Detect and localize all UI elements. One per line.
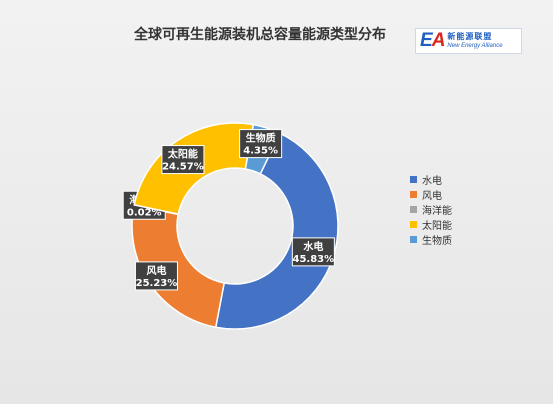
- data-label-value: 24.57%: [162, 162, 204, 173]
- legend-swatch: [410, 176, 417, 183]
- legend-item-太阳能: 太阳能: [410, 217, 452, 232]
- legend-item-海洋能: 海洋能: [410, 202, 452, 217]
- logo-en-text: New Energy Alliance: [447, 43, 503, 49]
- data-label-name: 生物质: [246, 132, 276, 145]
- data-label-name: 风电: [146, 264, 166, 277]
- legend-swatch: [410, 191, 417, 198]
- legend-label: 风电: [422, 191, 442, 202]
- data-label-name: 水电: [302, 240, 323, 253]
- legend-label: 水电: [422, 176, 442, 187]
- data-label-value: 25.23%: [136, 278, 178, 289]
- legend-swatch: [410, 236, 417, 243]
- legend-item-生物质: 生物质: [410, 232, 452, 247]
- legend-swatch: [410, 206, 417, 213]
- new-energy-alliance-logo: EA 新能源联盟 New Energy Alliance: [415, 28, 522, 54]
- chart-title: 全球可再生能源装机总容量能源类型分布: [134, 27, 386, 43]
- data-label-value: 4.35%: [243, 146, 278, 157]
- chart-legend: 水电风电海洋能太阳能生物质: [410, 172, 452, 247]
- legend-item-风电: 风电: [410, 187, 452, 202]
- data-label-value: 45.83%: [293, 254, 335, 265]
- data-label-value: 0.02%: [127, 207, 162, 218]
- legend-label: 生物质: [422, 236, 452, 247]
- slice-水电: [214, 132, 339, 330]
- legend-swatch: [410, 221, 417, 228]
- logo-mark-icon: EA: [420, 30, 445, 51]
- legend-item-水电: 水电: [410, 172, 452, 187]
- logo-cn-text: 新能源联盟: [447, 32, 493, 41]
- legend-label: 海洋能: [422, 206, 452, 217]
- data-label-name: 太阳能: [167, 148, 198, 161]
- legend-label: 太阳能: [422, 221, 452, 232]
